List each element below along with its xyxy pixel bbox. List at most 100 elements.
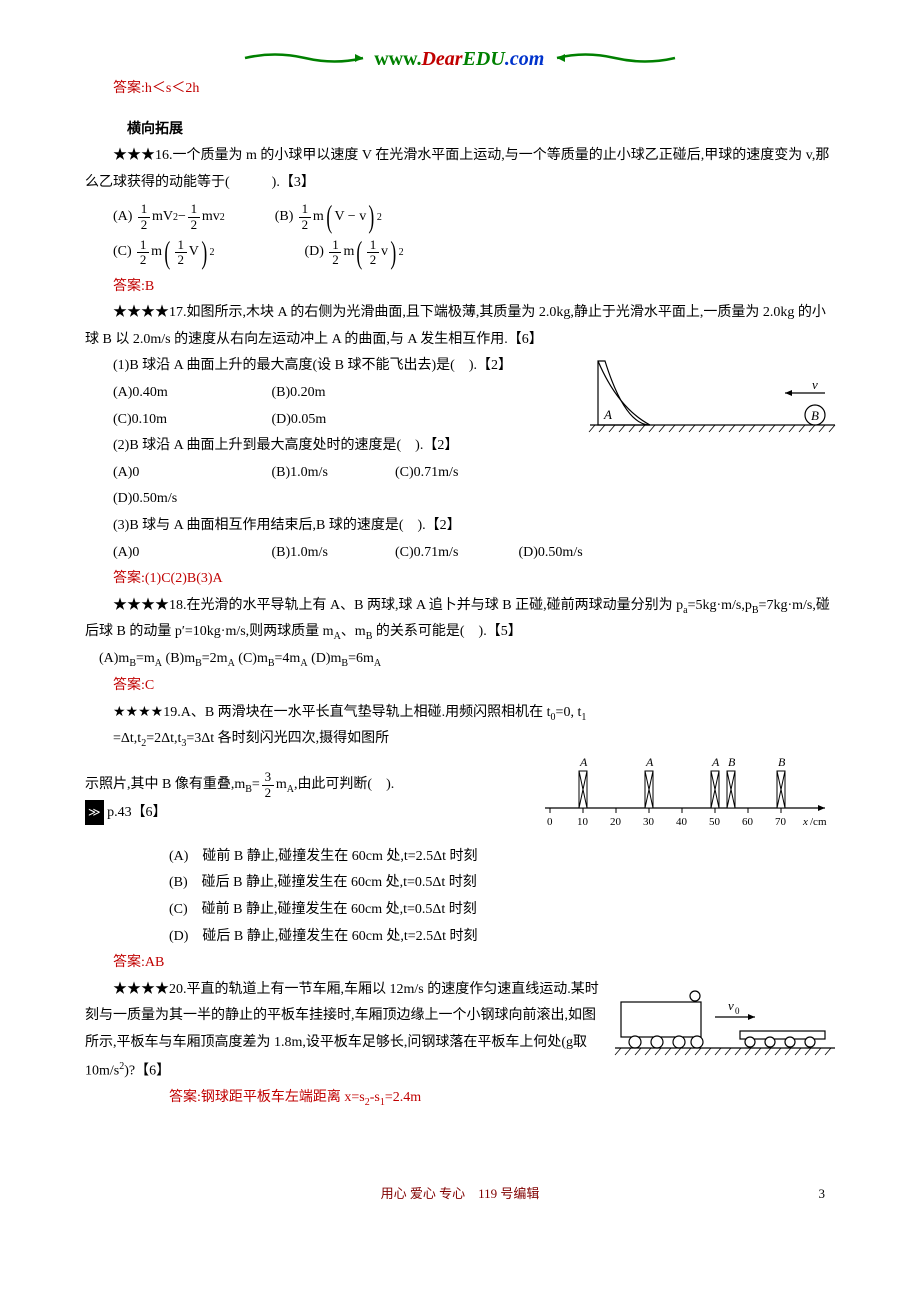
q17-stem: ★★★★17.如图所示,木块 A 的右侧为光滑曲面,且下端极薄,其质量为 2.0… (85, 300, 835, 353)
q19-line3: 示照片,其中 B 像有重叠,mB=32mA,由此可判断( ). (85, 777, 394, 792)
q18-stem: ★★★★18.在光滑的水平导轨上有 A、B 两球,球 A 追卜并与球 B 正碰,… (85, 593, 835, 647)
svg-text:60: 60 (742, 816, 754, 828)
q16-optB: (B) 12m(V − v)2 (275, 202, 382, 232)
svg-text:0: 0 (735, 1006, 740, 1016)
q17-answer: 答案:(1)C(2)B(3)A (85, 566, 835, 593)
q16-optC-label: (C) (113, 239, 132, 266)
svg-text:x: x (802, 816, 808, 828)
q19-ref-row: ≫ p.43【6】 (85, 800, 521, 827)
q20-figure: v0 (615, 987, 835, 1073)
q17-p3c: (C)0.71m/s (395, 540, 515, 567)
q17-stars: ★★★★ (113, 305, 169, 320)
q17-fig-label-v: v (812, 377, 818, 392)
answer-prev: 答案:h＜s＜2h (85, 76, 835, 103)
svg-text:70: 70 (775, 816, 787, 828)
q18-num: 18. (169, 598, 187, 613)
q19-sub1: 1 (581, 711, 586, 722)
q17-p1-opts2: (C)0.10m (D)0.05m (113, 407, 578, 434)
q17-p1c: (C)0.10m (113, 407, 268, 434)
q20-answer: 答案:钢球距平板车左端距离 x=s2-s1=2.4m (169, 1085, 835, 1112)
svg-text:50: 50 (709, 816, 721, 828)
q19-textG: m (276, 777, 287, 792)
page-number: 3 (819, 1182, 826, 1207)
q18-sub-ma: A (334, 631, 341, 642)
q19-subB: B (245, 784, 252, 795)
q17-text: 如图所示,木块 A 的右侧为光滑曲面,且下端极薄,其质量为 2.0kg,静止于光… (85, 305, 826, 347)
q17-fig-label-a: A (603, 407, 612, 422)
q17-p1: (1)B 球沿 A 曲面上升的最大高度(设 B 球不能飞出去)是( ).【2】 (85, 353, 578, 380)
q17-p3: (3)B 球与 A 曲面相互作用结束后,B 球的速度是( ).【2】 (85, 513, 835, 540)
svg-text:B: B (728, 755, 736, 769)
q16-answer: 答案:B (85, 274, 835, 301)
q16-opts-row2: (C) 12m(12V)2 (D) 12m(12v)2 (113, 238, 835, 268)
q16-optB-label: (B) (275, 204, 294, 231)
q19-textH: ,由此可判断( ). (294, 777, 394, 792)
q18-oA: (A)mB=mA (99, 651, 162, 666)
q17-p1a: (A)0.40m (113, 380, 268, 407)
q16-optA-label: (A) (113, 204, 132, 231)
q17-num: 17. (169, 305, 187, 320)
site-header: www.DearEDU.com (85, 40, 835, 68)
svg-text:B: B (778, 755, 786, 769)
svg-text:30: 30 (643, 816, 655, 828)
section-heading: 横向拓展 (127, 117, 835, 144)
q20-text2: )?【6】 (124, 1063, 170, 1078)
q17-p2c: (C)0.71m/s (395, 460, 515, 487)
q19-textB: =0, t (556, 705, 582, 720)
q17-p1d: (D)0.05m (272, 407, 427, 434)
q20-ans-a: 答案:钢球距平板车左端距离 x=s (169, 1090, 365, 1105)
q16-opts-row1: (A) 12mV2 − 12mv2 (B) 12m(V − v)2 (113, 202, 835, 232)
header-com: .com (505, 48, 544, 70)
svg-text:A: A (711, 755, 720, 769)
q20-ans-c: =2.4m (385, 1090, 421, 1105)
q17-p2-opts: (A)0 (B)1.0m/s (C)0.71m/s (113, 460, 578, 487)
footer-text: 用心 爱心 专心 119 号编辑 (381, 1186, 540, 1201)
q18-opts: (A)mB=mA (B)mB=2mA (C)mB=4mA (D)mB=6mA (99, 646, 835, 673)
q19-textA: A、B 两滑块在一水平长直气垫导轨上相碰.用频闪照相机在 t (181, 705, 551, 720)
q18-stars: ★★★★ (113, 598, 169, 613)
arrow-icon: ≫ (85, 800, 104, 825)
q18-textB: =5kg·m/s,p (688, 598, 752, 613)
q17-p3b: (B)1.0m/s (272, 540, 392, 567)
q19-figure: 0 10 20 30 40 50 60 70 x/cm AAABB (535, 753, 835, 844)
q16-optD-label: (D) (305, 239, 324, 266)
q19-oC: (C) 碰前 B 静止,碰撞发生在 60cm 处,t=0.5Δt 时刻 (169, 897, 835, 924)
q16-optA: (A) 12mV2 − 12mv2 (113, 202, 225, 232)
svg-text:10: 10 (577, 816, 589, 828)
q17-p3d: (D)0.50m/s (519, 540, 639, 567)
q19-textD: =2Δt,t (146, 731, 181, 746)
q18-oB: (B)mB=2mA (166, 651, 235, 666)
header-ornament-right (555, 46, 675, 73)
q19-oB: (B) 碰后 B 静止,碰撞发生在 60cm 处,t=0.5Δt 时刻 (169, 870, 835, 897)
q16-stem: ★★★16.一个质量为 m 的小球甲以速度 V 在光滑水平面上运动,与一个等质量… (85, 143, 835, 196)
q19-stem-line1: ★★★★19.A、B 两滑块在一水平长直气垫导轨上相碰.用频闪照相机在 t0=0… (85, 700, 835, 727)
q17-p3a: (A)0 (113, 540, 268, 567)
q19-answer: 答案:AB (85, 950, 835, 977)
q19-stars: ★★★★ (113, 705, 163, 720)
page-footer: 用心 爱心 专心 119 号编辑 3 (85, 1182, 835, 1207)
q17-p1b: (B)0.20m (272, 380, 427, 407)
q18-answer: 答案:C (85, 673, 835, 700)
header-www: www. (374, 48, 421, 70)
q16-text: 一个质量为 m 的小球甲以速度 V 在光滑水平面上运动,与一个等质量的止小球乙正… (85, 148, 829, 190)
q20-ans-b: -s (370, 1090, 380, 1105)
q19-ref: p.43【6】 (107, 805, 167, 820)
q19-oA: (A) 碰前 B 静止,碰撞发生在 60cm 处,t=2.5Δt 时刻 (169, 844, 835, 871)
q18-sub-b: B (752, 604, 759, 615)
q17-p1-opts: (A)0.40m (B)0.20m (113, 380, 578, 407)
q17-p2d: (D)0.50m/s (113, 486, 268, 513)
q17-p2a: (A)0 (113, 460, 268, 487)
q20-stars: ★★★★ (113, 982, 169, 997)
q18-textA: 在光滑的水平导轨上有 A、B 两球,球 A 追卜并与球 B 正碰,碰前两球动量分… (187, 598, 684, 613)
q19-stem-line2: =Δt,t2=2Δt,t3=3Δt 各时刻闪光四次,摄得如图所 (85, 726, 835, 753)
svg-text:0: 0 (547, 816, 553, 828)
q18-textD: 、m (341, 624, 366, 639)
header-edu: EDU (463, 48, 505, 70)
q19-oD: (D) 碰后 B 静止,碰撞发生在 60cm 处,t=2.5Δt 时刻 (169, 924, 835, 951)
svg-text:A: A (579, 755, 588, 769)
q17-p2b: (B)1.0m/s (272, 460, 392, 487)
q18-textE: 的关系可能是( ).【5】 (372, 624, 521, 639)
q19-subA: A (287, 784, 294, 795)
q19-textF: 示照片,其中 B 像有重叠,m (85, 777, 245, 792)
q19-textC: =Δt,t (113, 731, 141, 746)
